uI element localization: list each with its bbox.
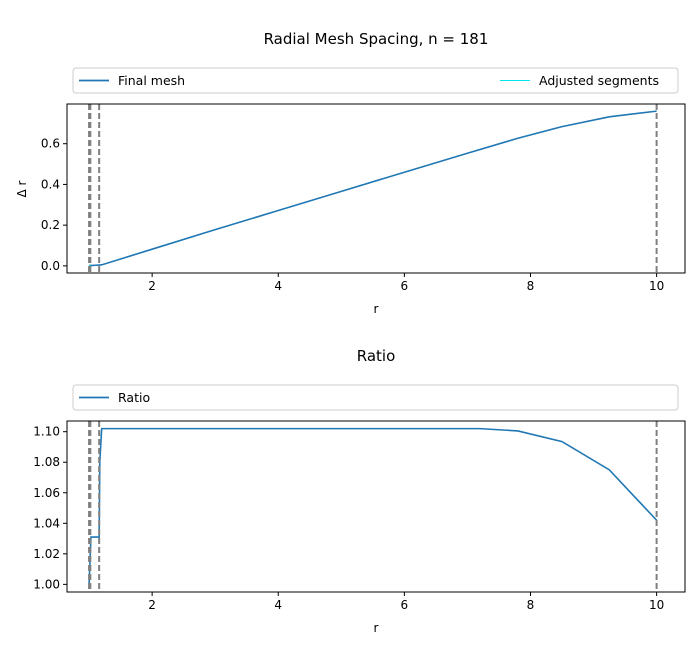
x-tick-label: 6 — [401, 279, 409, 293]
x-tick-label: 10 — [649, 598, 664, 612]
y-tick-label: 1.02 — [33, 547, 60, 561]
axes-frame — [66, 103, 686, 274]
chart-title: Ratio — [357, 347, 396, 365]
axes-frame — [66, 420, 686, 593]
y-tick-label: 0.2 — [41, 218, 60, 232]
legend: Ratio — [72, 384, 679, 411]
legend-label-ratio: Ratio — [118, 390, 150, 405]
x-tick-label: 4 — [274, 279, 282, 293]
x-tick-label: 4 — [274, 598, 282, 612]
plot-area: 2 4 6 8 10 0.0 0.2 0.4 0.6 — [41, 103, 686, 293]
ratio-panel: Ratio Ratio 2 4 6 8 10 1.00 1.02 1.04 1.06 1.08 1.… — [33, 347, 686, 635]
legend-label-adjusted-segments: Adjusted segments — [539, 73, 659, 88]
y-tick-label: 0.0 — [41, 259, 60, 273]
chart-title: Radial Mesh Spacing, n = 181 — [264, 30, 489, 48]
legend-label-final-mesh: Final mesh — [118, 73, 185, 88]
legend-frame — [72, 384, 679, 411]
series-line-final-mesh — [89, 110, 657, 267]
x-tick-label: 8 — [527, 279, 535, 293]
x-tick-label: 6 — [401, 598, 409, 612]
series-line-ratio — [88, 427, 658, 585]
y-axis-label: Δ r — [15, 180, 29, 197]
y-tick-label: 0.6 — [41, 137, 60, 151]
y-tick-label: 1.06 — [33, 486, 60, 500]
x-tick-label: 2 — [148, 598, 156, 612]
x-tick-label: 8 — [527, 598, 535, 612]
plot-area: 2 4 6 8 10 1.00 1.02 1.04 1.06 1.08 1.10 — [33, 420, 686, 612]
y-tick-label: 1.08 — [33, 455, 60, 469]
x-axis-label: r — [374, 302, 379, 316]
y-tick-label: 0.4 — [41, 177, 60, 191]
x-tick-label: 10 — [649, 279, 664, 293]
y-tick-label: 1.00 — [33, 577, 60, 591]
y-tick-label: 1.04 — [33, 516, 60, 530]
legend-frame — [72, 67, 679, 94]
x-tick-label: 2 — [148, 279, 156, 293]
legend: Final mesh Adjusted segments — [72, 67, 679, 94]
y-tick-label: 1.10 — [33, 425, 60, 439]
spacing-panel: Radial Mesh Spacing, n = 181 Final mesh … — [15, 30, 686, 316]
x-axis-label: r — [374, 621, 379, 635]
